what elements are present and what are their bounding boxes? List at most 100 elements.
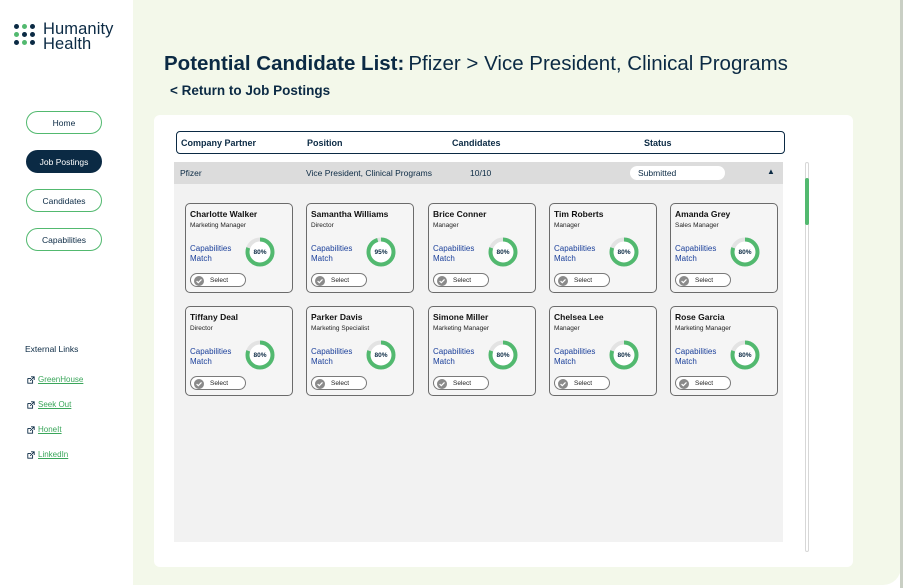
collapse-arrow-icon[interactable]: ▲ — [767, 167, 775, 176]
candidate-role: Marketing Manager — [190, 222, 246, 229]
logo-dot — [30, 24, 35, 29]
external-link-label[interactable]: GreenHouse — [38, 375, 84, 384]
candidate-card[interactable]: Chelsea Lee Manager Capabilities Match 8… — [549, 306, 657, 396]
status-badge: Submitted — [630, 166, 725, 180]
nav-home-button[interactable]: Home — [26, 111, 102, 134]
select-candidate-button[interactable]: Select — [190, 273, 246, 287]
match-progress-ring — [609, 340, 639, 370]
row-position: Vice President, Clinical Programs — [306, 168, 432, 178]
select-label: Select — [331, 276, 350, 284]
select-label: Select — [453, 276, 472, 284]
candidate-card[interactable]: Samantha Williams Director Capabilities … — [306, 203, 414, 293]
cap-label-line1: Capabilities — [433, 244, 475, 253]
candidate-name: Amanda Grey — [675, 209, 731, 219]
match-percent: 80% — [617, 351, 631, 359]
candidate-card[interactable]: Tim Roberts Manager Capabilities Match 8… — [549, 203, 657, 293]
select-label: Select — [695, 276, 714, 284]
external-link-label[interactable]: HoneIt — [38, 425, 62, 434]
check-circle-icon — [194, 275, 204, 286]
logo-dot — [22, 32, 27, 37]
candidate-name: Tiffany Deal — [190, 312, 239, 322]
candidate-card[interactable]: Parker Davis Marketing Specialist Capabi… — [306, 306, 414, 396]
page-title: Potential Candidate List: Pfizer > Vice P… — [164, 52, 788, 76]
nav-capabilities-button[interactable]: Capabilities — [26, 228, 102, 251]
capabilities-match-label: Capabilities Match — [675, 244, 716, 263]
cap-label-line2: Match — [311, 356, 333, 366]
candidate-card[interactable]: Brice Conner Manager Capabilities Match … — [428, 203, 536, 293]
candidate-card[interactable]: Simone Miller Marketing Manager Capabili… — [428, 306, 536, 396]
logo-dot — [14, 32, 19, 37]
match-percent: 80% — [374, 351, 388, 359]
match-progress-ring — [366, 340, 396, 370]
select-candidate-button[interactable]: Select — [433, 376, 489, 390]
candidate-card[interactable]: Tiffany Deal Director Capabilities Match… — [185, 306, 293, 396]
cap-label-line1: Capabilities — [554, 347, 596, 356]
capabilities-match-label: Capabilities Match — [190, 244, 231, 263]
logo-dot — [30, 32, 35, 37]
select-label: Select — [210, 379, 229, 387]
external-link-label[interactable]: LinkedIn — [38, 450, 69, 459]
cap-label-line1: Capabilities — [433, 347, 475, 356]
cap-label-line1: Capabilities — [311, 347, 353, 356]
match-progress-ring — [730, 340, 760, 370]
external-link-linkedin[interactable]: LinkedIn — [27, 450, 68, 459]
window-edge — [900, 0, 903, 588]
select-label: Select — [574, 379, 593, 387]
brand-name-line1: Humanity — [43, 20, 114, 38]
match-progress-ring — [609, 237, 639, 267]
logo-dot — [30, 40, 35, 45]
nav-job-postings-button[interactable]: Job Postings — [26, 150, 102, 173]
table-row[interactable]: Pfizer Vice President, Clinical Programs… — [174, 162, 783, 184]
select-candidate-button[interactable]: Select — [433, 273, 489, 287]
select-candidate-button[interactable]: Select — [554, 376, 610, 390]
select-candidate-button[interactable]: Select — [190, 376, 246, 390]
nav-candidates-button[interactable]: Candidates — [26, 189, 102, 212]
select-label: Select — [331, 379, 350, 387]
candidate-role: Marketing Specialist — [311, 325, 370, 332]
candidate-card[interactable]: Charlotte Walker Marketing Manager Capab… — [185, 203, 293, 293]
match-progress-ring — [488, 237, 518, 267]
match-percent: 80% — [617, 248, 631, 256]
return-to-job-postings-link[interactable]: < Return to Job Postings — [170, 83, 331, 98]
match-progress-ring — [488, 340, 518, 370]
external-link-label[interactable]: Seek Out — [38, 400, 72, 409]
scrollbar-thumb[interactable] — [805, 178, 809, 225]
brand-logo[interactable]: Humanity Health — [14, 20, 114, 53]
select-candidate-button[interactable]: Select — [311, 376, 367, 390]
match-percent: 80% — [738, 248, 752, 256]
select-candidate-button[interactable]: Select — [675, 273, 731, 287]
external-link-greenhouse[interactable]: GreenHouse — [27, 375, 83, 384]
check-circle-icon — [679, 378, 689, 389]
match-percent: 95% — [374, 248, 388, 256]
candidate-card[interactable]: Rose Garcia Marketing Manager Capabiliti… — [670, 306, 778, 396]
check-circle-icon — [437, 275, 447, 286]
select-label: Select — [695, 379, 714, 387]
external-link-icon — [27, 425, 35, 434]
external-link-seekout[interactable]: Seek Out — [27, 400, 71, 409]
row-candidates-count: 10/10 — [470, 168, 492, 178]
logo-dot — [22, 40, 27, 45]
select-candidate-button[interactable]: Select — [311, 273, 367, 287]
candidate-role: Sales Manager — [675, 222, 719, 229]
candidate-name: Simone Miller — [433, 312, 489, 322]
logo-dot — [14, 40, 19, 45]
brand-name-line2: Health — [43, 35, 92, 53]
candidate-role: Manager — [554, 222, 580, 229]
logo-dot — [22, 24, 27, 29]
capabilities-match-label: Capabilities Match — [433, 347, 474, 366]
candidate-role: Manager — [554, 325, 580, 332]
scrollbar-track[interactable] — [805, 162, 809, 552]
candidate-card[interactable]: Amanda Grey Sales Manager Capabilities M… — [670, 203, 778, 293]
capabilities-match-label: Capabilities Match — [433, 244, 474, 263]
cap-label-line1: Capabilities — [190, 347, 232, 356]
match-progress-ring — [245, 340, 275, 370]
select-candidate-button[interactable]: Select — [554, 273, 610, 287]
select-candidate-button[interactable]: Select — [675, 376, 731, 390]
match-percent: 80% — [496, 248, 510, 256]
row-company: Pfizer — [180, 168, 202, 178]
capabilities-match-label: Capabilities Match — [554, 244, 595, 263]
check-circle-icon — [315, 275, 325, 286]
external-link-icon — [27, 450, 35, 459]
external-link-honeit[interactable]: HoneIt — [27, 425, 62, 434]
match-percent: 80% — [253, 248, 267, 256]
